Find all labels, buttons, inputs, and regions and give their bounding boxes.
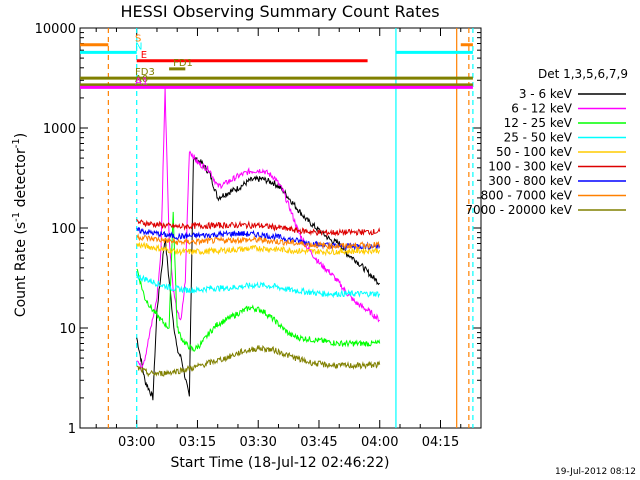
x-tick-label: 04:00 xyxy=(361,435,398,450)
y-tick-label: 10 xyxy=(59,322,76,337)
footer-date: 19-Jul-2012 08:12 xyxy=(555,467,636,477)
y-axis-label-sup1: -1 xyxy=(11,212,22,222)
x-axis-label: Start Time (18-Jul-12 02:46:22) xyxy=(170,455,389,471)
flag-label: E xyxy=(141,50,147,61)
legend-label: 800 - 7000 keV xyxy=(481,189,573,203)
series-layer xyxy=(136,86,381,401)
series-line xyxy=(136,233,381,251)
x-tick-label: 03:00 xyxy=(118,435,155,450)
flag-label: A1 xyxy=(135,76,148,87)
legend-label: 50 - 100 keV xyxy=(496,145,573,159)
x-tick-label: 03:45 xyxy=(300,435,337,450)
flag-label: S xyxy=(135,34,141,45)
series-line xyxy=(136,241,381,257)
y-axis-label: Count Rate (s-1 detector-1) xyxy=(11,133,29,317)
y-axis-label-main: Count Rate (s xyxy=(13,222,29,317)
x-tick-label: 03:30 xyxy=(239,435,276,450)
series-line xyxy=(136,344,381,378)
y-tick-label: 1 xyxy=(68,422,76,437)
legend-label: 100 - 300 keV xyxy=(488,160,572,174)
series-line xyxy=(136,86,381,371)
y-axis-label-end: ) xyxy=(13,133,29,138)
y-axis-label-sup2: -1 xyxy=(11,138,22,148)
y-tick-label: 1000 xyxy=(43,122,76,137)
axis-ticks: 1 10 100 1000 10000 03:00 03:15 03:30 03:45 04:00… xyxy=(35,22,481,450)
series-line xyxy=(136,226,381,251)
legend-label: 300 - 800 keV xyxy=(488,174,572,188)
y-tick-label: 10000 xyxy=(35,22,76,37)
y-axis-label-mid: detector xyxy=(13,148,29,212)
flag-label: FD3 xyxy=(135,67,155,78)
legend-label: 12 - 25 keV xyxy=(504,116,573,130)
series-line xyxy=(136,211,381,352)
flag-label: FD1 xyxy=(173,58,193,69)
legend-label: 25 - 50 keV xyxy=(504,131,573,145)
x-tick-label: 04:15 xyxy=(422,435,459,450)
flag-label: A0 xyxy=(135,74,148,85)
x-tick-label: 03:15 xyxy=(179,435,216,450)
chart-title: HESSI Observing Summary Count Rates xyxy=(120,2,439,21)
legend-label: 6 - 12 keV xyxy=(511,102,573,116)
legend-title: Det 1,3,5,6,7,9 xyxy=(538,67,628,81)
legend-label: 7000 - 20000 keV xyxy=(465,203,572,217)
flag-label: N xyxy=(135,41,142,52)
series-line xyxy=(136,273,381,299)
legend-label: 3 - 6 keV xyxy=(519,87,573,101)
y-tick-label: 100 xyxy=(51,222,76,237)
series-line xyxy=(136,157,380,401)
series-line xyxy=(136,218,381,237)
